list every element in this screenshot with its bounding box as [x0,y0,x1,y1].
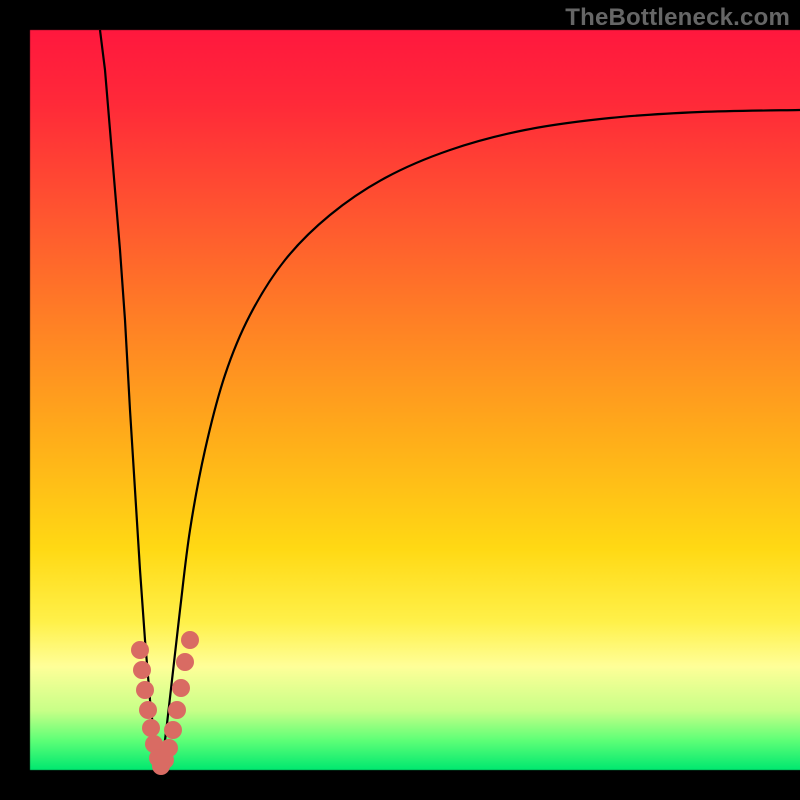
dip-markers [131,631,199,775]
dip-marker [168,701,186,719]
dip-marker [172,679,190,697]
dip-marker [176,653,194,671]
dip-marker [142,719,160,737]
dip-marker [133,661,151,679]
chart-stage: TheBottleneck.com [0,0,800,800]
dip-marker [181,631,199,649]
dip-marker [164,721,182,739]
bottleneck-curve-chart [0,0,800,800]
dip-marker [131,641,149,659]
curve-left-branch [100,30,160,770]
dip-marker [139,701,157,719]
curve-right-branch [160,110,800,770]
dip-marker [160,739,178,757]
dip-marker [136,681,154,699]
watermark-text: TheBottleneck.com [565,4,790,32]
